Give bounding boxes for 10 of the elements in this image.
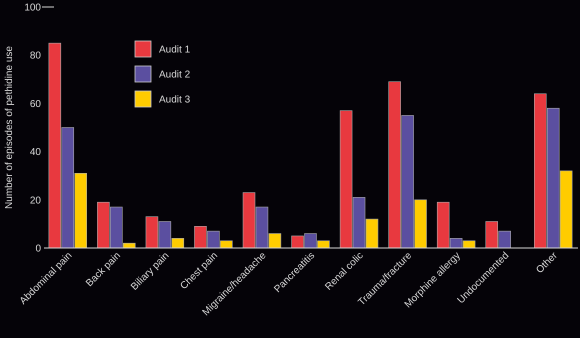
y-tick-label: 80 [30,50,42,62]
legend-label: Audit 2 [159,70,191,80]
y-tick-label: 100 [24,2,42,14]
y-tick-label: 20 [30,195,42,206]
y-tick-label: 0 [35,244,42,254]
y-tick-label: 40 [30,147,42,158]
legend-label: Audit 1 [159,44,191,56]
y-tick-label: 60 [30,98,42,110]
legend-label: Audit 3 [159,94,191,106]
y-axis-title: Number of episodes of pethidine use [4,46,15,209]
